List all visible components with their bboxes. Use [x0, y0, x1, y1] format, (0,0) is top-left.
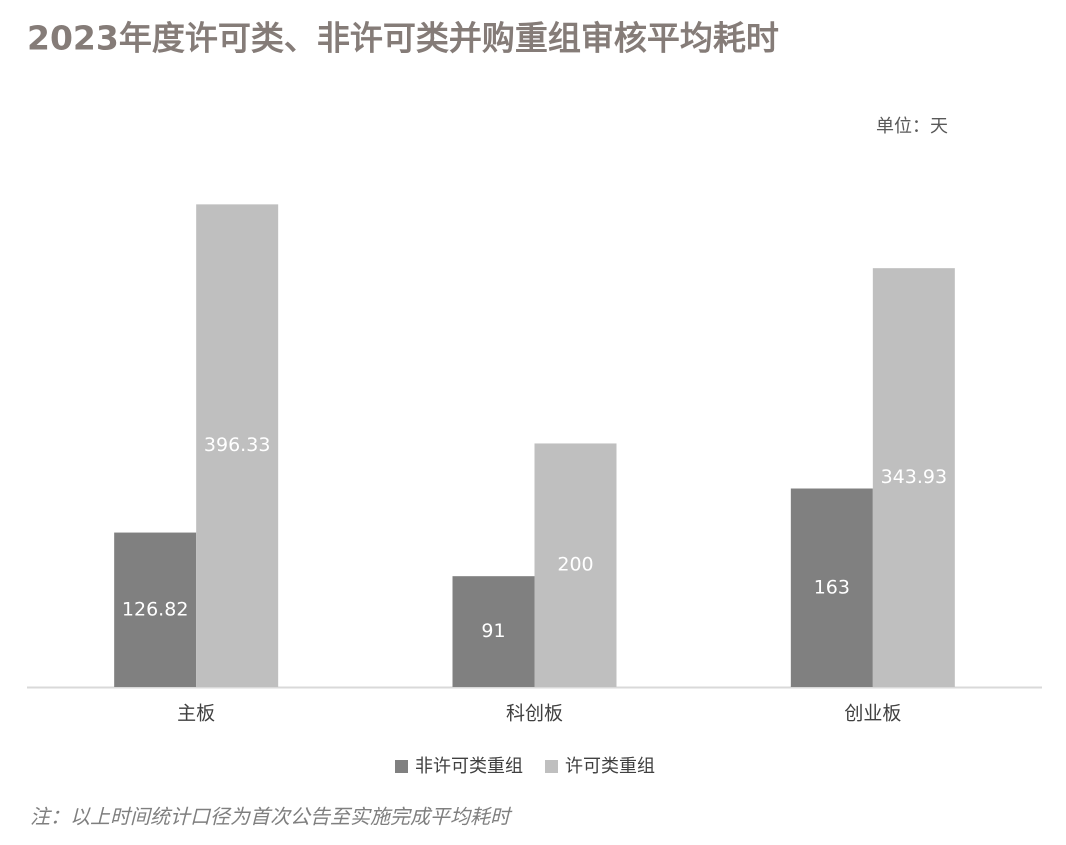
x-tick-label: 主板: [177, 703, 215, 725]
bar: [452, 576, 535, 687]
chart-title: 2023年度许可类、非许可类并购重组审核平均耗时: [27, 19, 779, 58]
data-label: 126.82: [122, 598, 188, 620]
bar: [114, 532, 197, 687]
note: 注：以上时间统计口径为首次公告至实施完成平均耗时: [30, 805, 513, 829]
bar: [872, 268, 955, 687]
legend-swatch: [395, 760, 408, 773]
legend-label: 非许可类重组: [415, 756, 523, 777]
x-tick-label: 科创板: [506, 703, 563, 725]
bar: [534, 443, 617, 687]
x-tick-label: 创业板: [844, 703, 901, 725]
data-label: 163: [814, 576, 850, 598]
data-label: 396.33: [204, 434, 270, 456]
bar: [196, 204, 279, 687]
unit-label: 单位：天: [876, 116, 948, 137]
data-label: 343.93: [881, 466, 947, 488]
bar: [790, 488, 873, 687]
data-label: 200: [557, 554, 593, 576]
data-label: 91: [481, 620, 505, 642]
legend-label: 许可类重组: [565, 756, 655, 777]
legend-swatch: [545, 760, 558, 773]
